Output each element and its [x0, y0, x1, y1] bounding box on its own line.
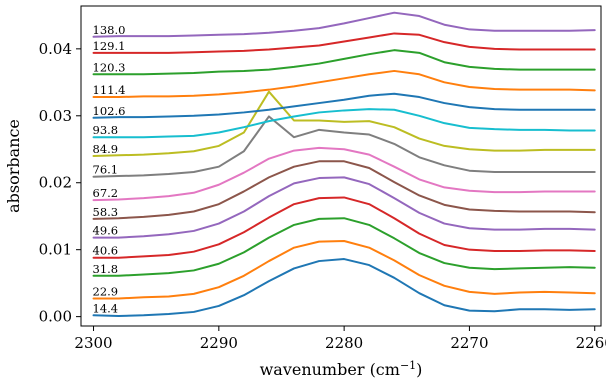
y-tick-label-2: 0.02: [39, 174, 72, 192]
series-line-5: [92, 160, 596, 220]
series-line-8: [92, 90, 596, 157]
series-line-14: [92, 11, 596, 38]
x-tick-label-0: 2300: [74, 334, 112, 352]
series-label-1: 22.9: [93, 285, 119, 299]
series-label-10: 102.6: [93, 104, 126, 118]
series-line-0: [92, 258, 596, 317]
series-line-6: [92, 146, 596, 202]
series-line-7: [92, 115, 596, 178]
x-axis-label-text: wavenumber: [260, 360, 365, 379]
series-line-1: [92, 239, 596, 300]
y-tick-label-0: 0.00: [39, 308, 72, 326]
series-layer: [92, 11, 596, 317]
x-tick-label-1: 2290: [200, 334, 238, 352]
x-axis-label: wavenumber (cm−1): [260, 359, 423, 379]
series-label-6: 67.2: [93, 186, 119, 200]
series-line-11: [92, 69, 596, 99]
y-axis: 0.00 0.01 0.02 0.03 0.04: [39, 40, 81, 326]
x-axis-unit-exponent: −1: [400, 359, 416, 372]
series-line-3: [92, 196, 596, 259]
x-tick-label-3: 2270: [450, 334, 488, 352]
y-tick-label-4: 0.04: [39, 40, 72, 58]
series-label-0: 14.4: [93, 301, 119, 315]
x-tick-label-2: 2280: [325, 334, 363, 352]
x-axis-unit-open: (cm: [370, 360, 400, 379]
series-label-8: 84.9: [93, 142, 119, 156]
series-line-2: [92, 217, 596, 277]
series-label-3: 40.6: [93, 244, 119, 258]
series-label-12: 120.3: [93, 60, 126, 74]
series-line-12: [92, 49, 596, 76]
series-line-9: [92, 108, 596, 139]
series-label-14: 138.0: [93, 23, 126, 37]
y-axis-label: absorbance: [4, 119, 23, 213]
y-tick-label-1: 0.01: [39, 241, 72, 259]
series-line-10: [92, 92, 596, 119]
series-line-13: [92, 32, 596, 54]
series-label-13: 129.1: [93, 39, 126, 53]
series-label-2: 31.8: [93, 262, 119, 276]
series-label-layer: 14.4 22.9 31.8 40.6 49.6 58.3 67.2 76.1 84.9 93.8…: [93, 23, 126, 316]
series-label-4: 49.6: [93, 224, 119, 238]
y-tick-label-3: 0.03: [39, 107, 72, 125]
series-label-9: 93.8: [93, 123, 119, 137]
series-label-7: 76.1: [93, 163, 119, 177]
series-label-11: 111.4: [93, 83, 126, 97]
x-axis-unit-close: ): [416, 360, 422, 379]
series-label-5: 58.3: [93, 205, 119, 219]
plot-frame: [80, 5, 602, 327]
series-line-4: [92, 176, 596, 239]
